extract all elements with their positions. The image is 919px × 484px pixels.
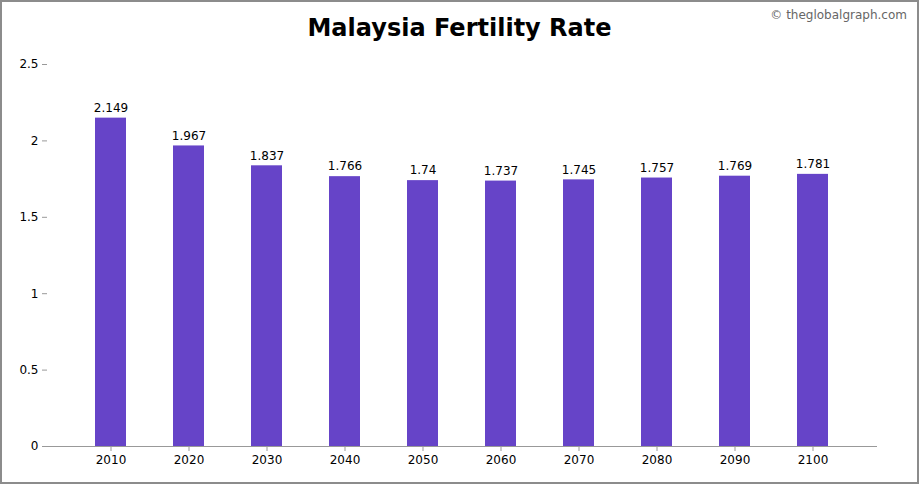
svg-text:1.967: 1.967	[172, 129, 206, 143]
html-text:Malaysia Fertility Rate: Malaysia Fertility Rate	[307, 14, 612, 42]
svg-text:1.757: 1.757	[640, 161, 674, 175]
svg-text:1.745: 1.745	[562, 163, 596, 177]
svg-text:2080: 2080	[642, 453, 673, 467]
svg-text:1.769: 1.769	[718, 159, 752, 173]
html-text:© theglobalgraph.com: © theglobalgraph.com	[770, 8, 907, 22]
svg-text:1.837: 1.837	[250, 149, 284, 163]
svg-text:2020: 2020	[174, 453, 205, 467]
svg-text:2040: 2040	[330, 453, 361, 467]
svg-text:1.5: 1.5	[19, 210, 38, 224]
svg-text:2: 2	[31, 134, 39, 148]
svg-text:2100: 2100	[798, 453, 829, 467]
svg-text:2010: 2010	[96, 453, 127, 467]
svg-text:2070: 2070	[564, 453, 595, 467]
svg-text:2.5: 2.5	[19, 57, 38, 71]
svg-text:1.781: 1.781	[796, 157, 830, 171]
svg-text:2090: 2090	[720, 453, 751, 467]
svg-text:2050: 2050	[408, 453, 439, 467]
svg-text:1.737: 1.737	[484, 164, 518, 178]
svg-text:2030: 2030	[252, 453, 283, 467]
svg-text:0: 0	[31, 439, 39, 453]
svg-text:1: 1	[31, 287, 39, 301]
svg-text:0.5: 0.5	[19, 363, 38, 377]
svg-text:2060: 2060	[486, 453, 517, 467]
svg-text:1.766: 1.766	[328, 159, 362, 173]
svg-text:1.74: 1.74	[410, 163, 437, 177]
svg-text:2.149: 2.149	[94, 101, 128, 115]
